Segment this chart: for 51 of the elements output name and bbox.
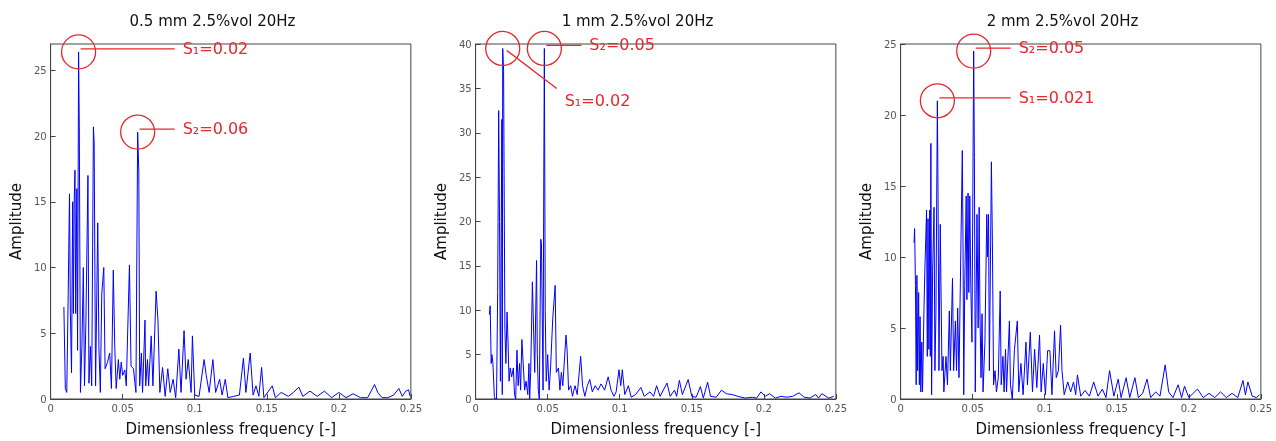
x-tick-label: 0.05 xyxy=(111,402,134,414)
annotation: S₂=0.06 xyxy=(182,119,249,139)
y-tick-label: 5 xyxy=(890,322,897,334)
chart-title: 0.5 mm 2.5%vol 20Hz xyxy=(129,11,296,30)
y-tick-label: 30 xyxy=(458,127,472,139)
annotation: S₂=0.05 xyxy=(1018,38,1085,58)
y-tick-label: 5 xyxy=(40,327,47,339)
y-tick-label: 0 xyxy=(465,393,472,405)
y-tick-label: 20 xyxy=(458,216,472,227)
x-tick-label: 0.15 xyxy=(680,402,703,414)
y-tick-label: 0 xyxy=(890,393,897,405)
x-tick-label: 0.2 xyxy=(330,402,347,414)
y-tick-label: 40 xyxy=(458,38,472,50)
x-axis-title: Dimensionless frequency [-] xyxy=(975,419,1187,438)
x-tick-label: 0.15 xyxy=(255,402,278,414)
y-tick-label: 10 xyxy=(458,304,472,316)
x-tick-label: 0.2 xyxy=(755,402,772,414)
y-tick-label: 35 xyxy=(458,82,472,94)
y-tick-label: 10 xyxy=(33,262,47,274)
annotation: S₁=0.02 xyxy=(564,91,631,111)
y-axis-title: Amplitude xyxy=(856,183,875,260)
y-tick-label: 20 xyxy=(33,130,47,142)
x-tick-label: 0.25 xyxy=(399,402,422,414)
y-tick-label: 15 xyxy=(33,196,47,208)
y-tick-label: 25 xyxy=(33,64,47,76)
chart-title: 1 mm 2.5%vol 20Hz xyxy=(561,11,714,30)
y-tick-label: 15 xyxy=(458,260,472,272)
x-tick-label: 0.2 xyxy=(1180,402,1197,414)
y-axis-title: Amplitude xyxy=(431,183,450,260)
annotation: S₂=0.05 xyxy=(589,35,655,55)
y-tick-label: 15 xyxy=(883,180,897,192)
y-tick-label: 25 xyxy=(883,38,897,50)
x-tick-label: 0.05 xyxy=(536,402,559,414)
x-tick-label: 0.15 xyxy=(1105,402,1128,414)
x-axis-title: Dimensionless frequency [-] xyxy=(125,419,337,438)
y-tick-label: 10 xyxy=(883,251,897,263)
y-tick-label: 20 xyxy=(883,109,897,121)
y-tick-label: 0 xyxy=(40,393,47,405)
y-tick-label: 5 xyxy=(465,349,472,361)
x-axis-title: Dimensionless frequency [-] xyxy=(550,419,762,438)
x-tick-label: 0.05 xyxy=(961,402,984,414)
chart-title: 2 mm 2.5%vol 20Hz xyxy=(986,11,1139,30)
x-tick-label: 0.25 xyxy=(824,402,847,414)
x-tick-label: 0.25 xyxy=(1249,402,1272,414)
annotation: S₁=0.021 xyxy=(1018,87,1095,107)
x-tick-label: 0.1 xyxy=(611,402,628,414)
y-tick-label: 25 xyxy=(458,171,472,183)
x-tick-label: 0.1 xyxy=(186,402,203,414)
y-axis-title: Amplitude xyxy=(6,183,25,260)
x-tick-label: 0.1 xyxy=(1036,402,1053,414)
annotation: S₁=0.02 xyxy=(182,38,249,58)
